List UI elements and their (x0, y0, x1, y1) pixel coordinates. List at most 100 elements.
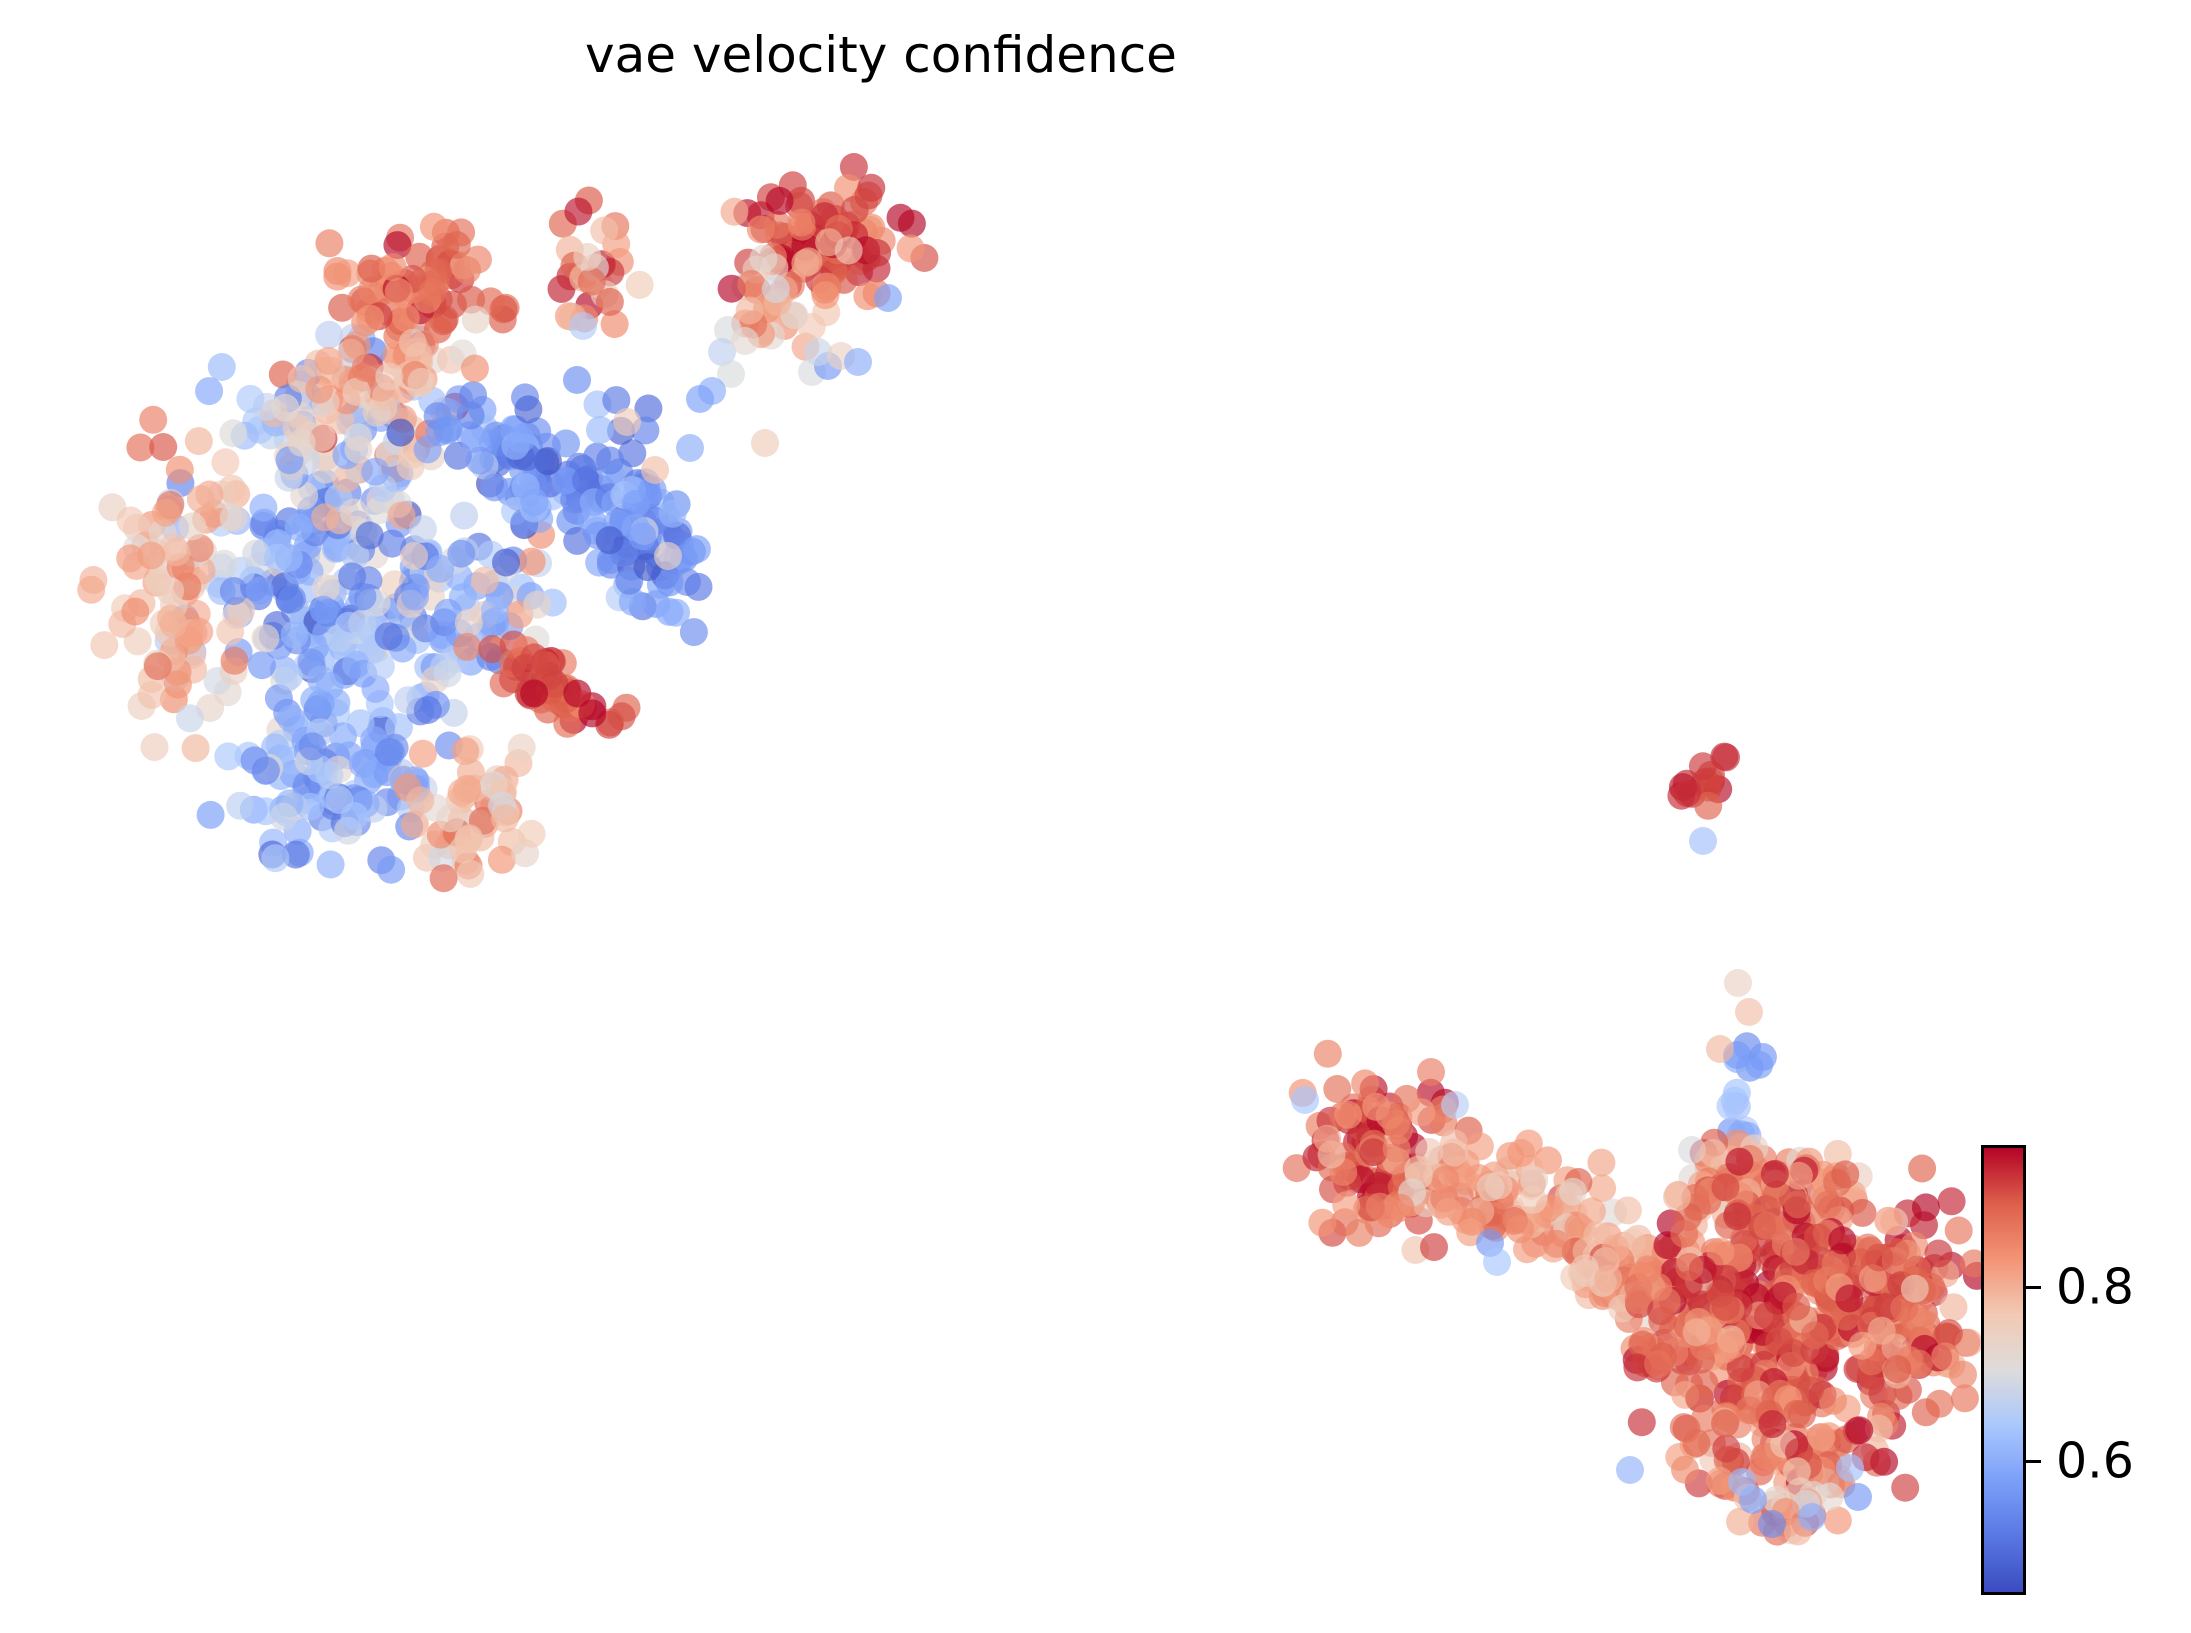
data-point (375, 362, 404, 391)
data-point (277, 704, 306, 733)
data-point (351, 354, 380, 382)
data-point (1623, 1353, 1652, 1382)
data-point (1911, 1193, 1940, 1222)
data-point (338, 562, 367, 591)
data-point (1823, 1506, 1852, 1535)
colorbar-tick-label-0.6: 0.6 (2056, 1432, 2134, 1490)
data-point (1689, 827, 1717, 855)
data-point (662, 598, 690, 627)
data-point (315, 229, 344, 258)
data-point (1587, 1148, 1616, 1177)
data-point (804, 338, 832, 366)
data-point (1725, 1147, 1754, 1176)
colorbar-gradient (1984, 1148, 2023, 1592)
data-point (1934, 1319, 1963, 1348)
data-point (356, 304, 385, 333)
data-point (1359, 1138, 1388, 1167)
data-point (306, 689, 335, 718)
data-point (641, 456, 669, 484)
data-point (1673, 778, 1702, 807)
data-point (344, 435, 373, 464)
data-point (1836, 1454, 1864, 1482)
data-point (1648, 1306, 1677, 1335)
data-point (1559, 1177, 1587, 1206)
data-point (1798, 1503, 1826, 1531)
data-point (1476, 1173, 1505, 1202)
data-point (1624, 1286, 1653, 1315)
data-point (442, 231, 471, 259)
data-point (1950, 1384, 1979, 1413)
data-point (791, 249, 820, 278)
data-point (1699, 1139, 1727, 1167)
data-point (658, 499, 687, 528)
data-point (211, 448, 240, 477)
colorbar-tick-label-0.8: 0.8 (2056, 1258, 2134, 1316)
data-point (1937, 1187, 1966, 1216)
data-point (1835, 1284, 1864, 1313)
data-point (600, 310, 629, 339)
data-point (487, 845, 516, 874)
data-point (1407, 1098, 1436, 1127)
data-point (523, 590, 552, 619)
data-point (451, 737, 480, 766)
data-point (290, 481, 319, 510)
data-point (271, 393, 300, 422)
data-point (391, 303, 420, 332)
data-point (296, 792, 325, 821)
data-point (1382, 1134, 1411, 1163)
data-point (156, 576, 185, 605)
data-point (1782, 1292, 1811, 1321)
data-point (1819, 1386, 1847, 1415)
data-point (1678, 1136, 1706, 1164)
data-point (377, 738, 405, 766)
data-point (1434, 1197, 1463, 1226)
data-point (408, 515, 437, 544)
data-point (564, 197, 593, 226)
data-point (311, 574, 340, 603)
data-point (214, 742, 243, 771)
data-point (1291, 1086, 1319, 1114)
data-point (418, 278, 447, 307)
chart-title: vae velocity confidence (585, 26, 1177, 84)
data-point (577, 267, 606, 296)
data-point (1706, 1035, 1734, 1063)
data-point (196, 800, 225, 829)
colorbar (1981, 1145, 2026, 1595)
data-point (1588, 1174, 1617, 1203)
data-point (735, 296, 764, 325)
data-point (886, 203, 915, 232)
data-point (460, 425, 489, 453)
data-point (1351, 1069, 1380, 1098)
data-point (1865, 1243, 1894, 1272)
data-point (461, 305, 490, 334)
data-point (811, 281, 840, 310)
data-point (682, 535, 711, 564)
data-point (507, 733, 536, 762)
data-point (1745, 1050, 1774, 1079)
data-point (384, 278, 413, 306)
data-point (676, 434, 704, 462)
data-point (684, 572, 713, 601)
data-point (1308, 1208, 1337, 1237)
data-point (1381, 1109, 1410, 1138)
data-point (1848, 1198, 1877, 1227)
data-point (242, 539, 271, 568)
data-point (185, 617, 214, 646)
data-point (1706, 1237, 1735, 1266)
data-point (453, 256, 481, 284)
data-point (1711, 1409, 1739, 1438)
data-point (618, 587, 647, 616)
data-point (1821, 1249, 1850, 1278)
data-point (178, 512, 207, 541)
data-point (1758, 1410, 1787, 1439)
data-point (307, 665, 335, 694)
data-point (287, 428, 316, 457)
data-point (152, 498, 180, 527)
data-point (137, 541, 166, 570)
data-point (1735, 998, 1763, 1026)
data-point (447, 778, 476, 807)
data-point (595, 287, 624, 316)
data-point (429, 864, 458, 893)
colorbar-tick-0.6 (2026, 1459, 2041, 1463)
data-point (520, 679, 549, 708)
